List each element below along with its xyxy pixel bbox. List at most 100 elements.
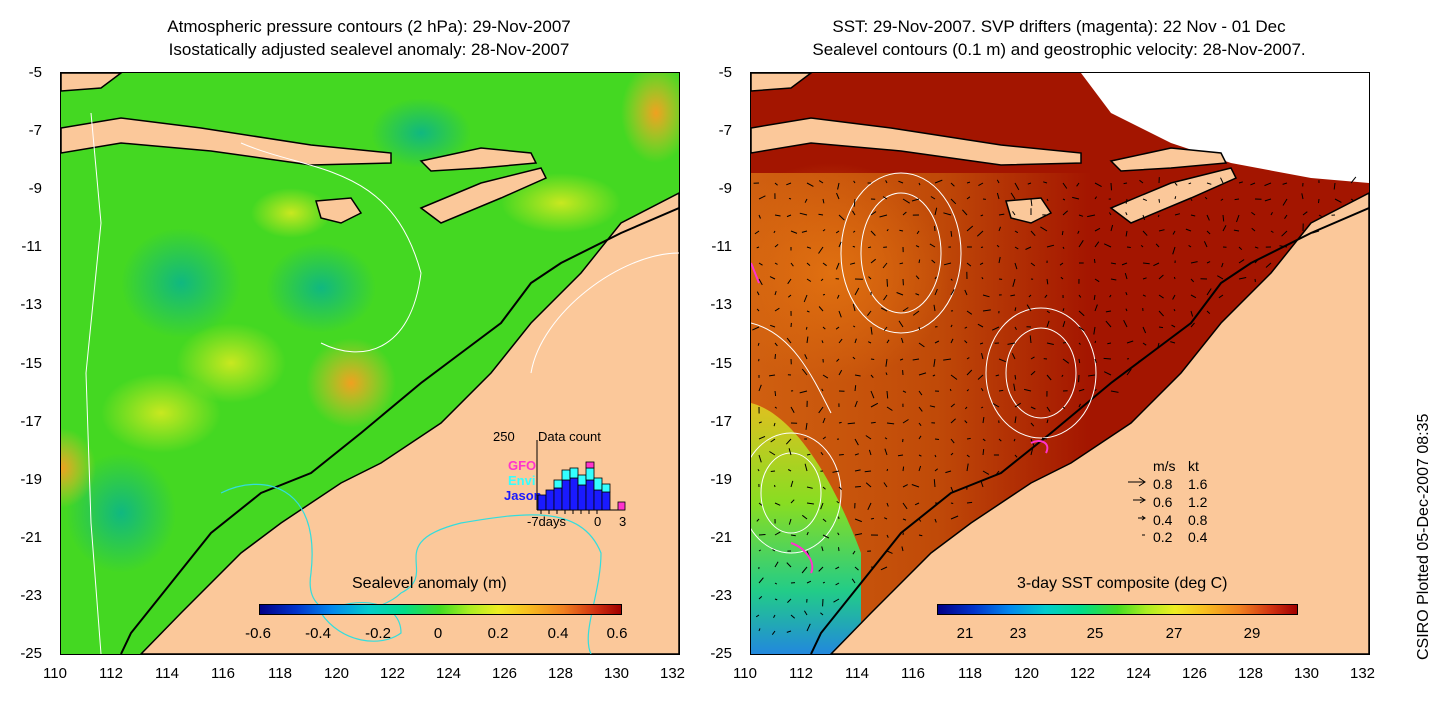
velocity-arrow — [885, 358, 888, 367]
histogram-x-left: -7days — [527, 514, 567, 529]
velocity-arrow — [786, 630, 792, 633]
right-ytick: -21 — [710, 529, 732, 546]
velocity-arrow — [1061, 230, 1064, 236]
velocity-arrow — [1126, 368, 1132, 376]
velocity-arrow — [964, 289, 968, 296]
velocity-arrow — [804, 198, 808, 203]
left-title-line1: Atmospheric pressure contours (2 hPa): 2… — [167, 17, 571, 36]
velocity-arrow — [1204, 196, 1208, 200]
velocity-arrow — [1173, 276, 1176, 280]
left-ytick: -15 — [20, 355, 42, 372]
velocity-arrow — [1062, 246, 1065, 250]
velocity-arrow — [982, 470, 990, 475]
velocity-arrow — [1206, 310, 1211, 314]
velocity-arrow — [821, 340, 824, 344]
velocity-arrow — [1094, 182, 1102, 188]
velocity-arrow — [964, 326, 968, 329]
velocity-arrow — [774, 561, 779, 568]
velocity-arrow — [945, 470, 952, 474]
velocity-arrow — [770, 470, 776, 472]
velocity-arrow — [902, 390, 907, 393]
velocity-arrow — [1078, 342, 1081, 345]
velocity-arrow — [882, 196, 888, 200]
right-xtick: 130 — [1294, 665, 1320, 682]
velocity-arrow — [1014, 454, 1018, 458]
velocity-arrow — [788, 197, 792, 200]
velocity-arrow — [1062, 406, 1066, 409]
sst-colorbar-tick: 27 — [1165, 625, 1183, 642]
velocity-arrow — [966, 454, 970, 458]
velocity-arrow — [1155, 243, 1160, 248]
velocity-arrow — [898, 320, 904, 328]
velocity-arrow — [966, 225, 974, 232]
velocity-arrow — [803, 294, 808, 303]
velocity-arrow — [769, 451, 776, 456]
velocity-arrow — [1220, 177, 1224, 184]
velocity-arrow — [950, 182, 955, 187]
velocity-arrow — [1014, 416, 1017, 424]
velocity-arrow — [966, 501, 973, 504]
velocity-arrow — [854, 533, 863, 536]
right-xtick: 112 — [789, 665, 813, 682]
velocity-arrow — [1078, 403, 1081, 408]
velocity-arrow — [870, 421, 876, 424]
velocity-arrow — [1236, 214, 1240, 223]
velocity-arrow — [1188, 244, 1192, 248]
velocity-arrow — [979, 342, 984, 345]
velocity-arrow — [884, 448, 888, 456]
velocity-arrow — [976, 230, 984, 237]
velocity-legend-kt: 0.8 — [1188, 512, 1208, 528]
velocity-arrow — [790, 406, 795, 414]
velocity-arrow — [1250, 182, 1256, 186]
velocity-arrow — [1072, 196, 1080, 200]
velocity-arrow — [918, 390, 923, 396]
velocity-arrow — [912, 310, 920, 316]
left-xtick: 114 — [155, 665, 179, 682]
velocity-arrow — [978, 182, 984, 187]
velocity-legend-kt: 1.2 — [1188, 494, 1208, 510]
velocity-arrow — [1265, 262, 1272, 268]
velocity-arrow — [1028, 294, 1032, 298]
right-map[interactable] — [750, 72, 1370, 655]
velocity-arrow — [950, 403, 956, 408]
mission-gfo-label: GFO — [508, 458, 537, 473]
velocity-arrow — [1139, 179, 1144, 184]
velocity-arrow — [918, 518, 922, 522]
velocity-arrow — [998, 438, 1002, 442]
right-xtick: 120 — [1014, 665, 1040, 682]
velocity-arrow — [982, 438, 986, 442]
velocity-arrow — [1217, 275, 1224, 280]
velocity-arrow — [934, 226, 936, 232]
velocity-arrow — [1170, 341, 1176, 344]
left-map[interactable] — [60, 72, 680, 655]
left-ytick: -9 — [28, 180, 42, 197]
velocity-arrow — [1014, 262, 1018, 270]
sst-colorbar-label: 3-day SST composite (deg C) — [1017, 575, 1228, 592]
velocity-arrow — [838, 310, 842, 318]
velocity-arrow — [916, 230, 920, 235]
velocity-arrow — [1093, 326, 1096, 335]
velocity-arrow — [902, 518, 907, 521]
velocity-arrow — [1046, 244, 1055, 248]
velocity-arrow — [758, 278, 763, 286]
velocity-arrow — [838, 486, 843, 490]
velocity-arrow — [838, 338, 843, 344]
velocity-arrow — [818, 306, 824, 312]
velocity-arrow — [821, 546, 824, 552]
velocity-arrow — [822, 229, 826, 232]
velocity-arrow — [1109, 294, 1112, 298]
left-xtick: 110 — [43, 665, 67, 682]
velocity-arrow — [822, 198, 825, 204]
velocity-arrow — [1188, 182, 1192, 185]
velocity-arrow — [918, 422, 922, 427]
velocity-arrow — [1221, 262, 1224, 268]
velocity-arrow — [880, 307, 888, 312]
velocity-arrow — [1076, 182, 1080, 187]
velocity-arrow — [758, 384, 762, 392]
velocity-arrow — [1206, 230, 1211, 235]
velocity-arrow — [758, 262, 763, 266]
velocity-arrow — [966, 369, 973, 376]
velocity-arrow — [1105, 320, 1112, 328]
velocity-arrow — [981, 277, 984, 280]
velocity-arrow — [806, 336, 809, 344]
